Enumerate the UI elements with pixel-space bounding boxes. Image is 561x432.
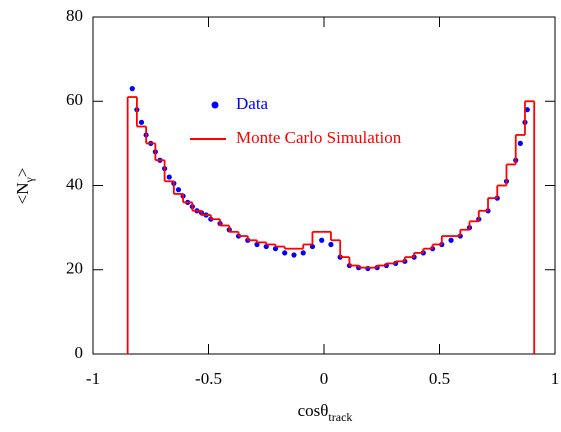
x-tick-label: -0.5 [195, 369, 222, 388]
data-point [291, 252, 297, 258]
y-label-end: > [13, 168, 32, 178]
x-tick-label: -1 [86, 369, 100, 388]
x-label-main: cosθ [298, 401, 329, 420]
data-point [328, 241, 334, 248]
legend-marker [211, 101, 219, 109]
y-tick-label: 0 [75, 343, 84, 362]
x-tick-label: 0.5 [429, 369, 450, 388]
legend-label: Data [236, 94, 269, 113]
x-tick-label: 0 [320, 369, 329, 388]
y-label-sub: γ [22, 177, 36, 184]
data-point [517, 140, 523, 146]
data-point [166, 174, 172, 180]
data-point [175, 187, 182, 193]
y-tick-label: 40 [66, 174, 83, 193]
data-point [319, 237, 325, 243]
data-point [282, 250, 288, 256]
x-tick-label: 1 [551, 369, 560, 388]
legend-label: Monte Carlo Simulation [236, 128, 402, 147]
y-label-main: <N [13, 183, 32, 205]
plot-frame [92, 16, 556, 355]
data-point [300, 250, 306, 256]
data-point [138, 119, 145, 125]
x-axis-label: cosθtrack [298, 401, 353, 424]
y-tick-label: 20 [66, 259, 83, 278]
data-point [129, 86, 135, 92]
y-tick-label: 60 [66, 90, 83, 109]
data-point [524, 107, 530, 113]
y-axis-label: <Nγ> [13, 168, 36, 205]
y-tick-label: 80 [66, 6, 83, 25]
data-point [448, 237, 454, 243]
x-label-sub: track [328, 410, 352, 424]
